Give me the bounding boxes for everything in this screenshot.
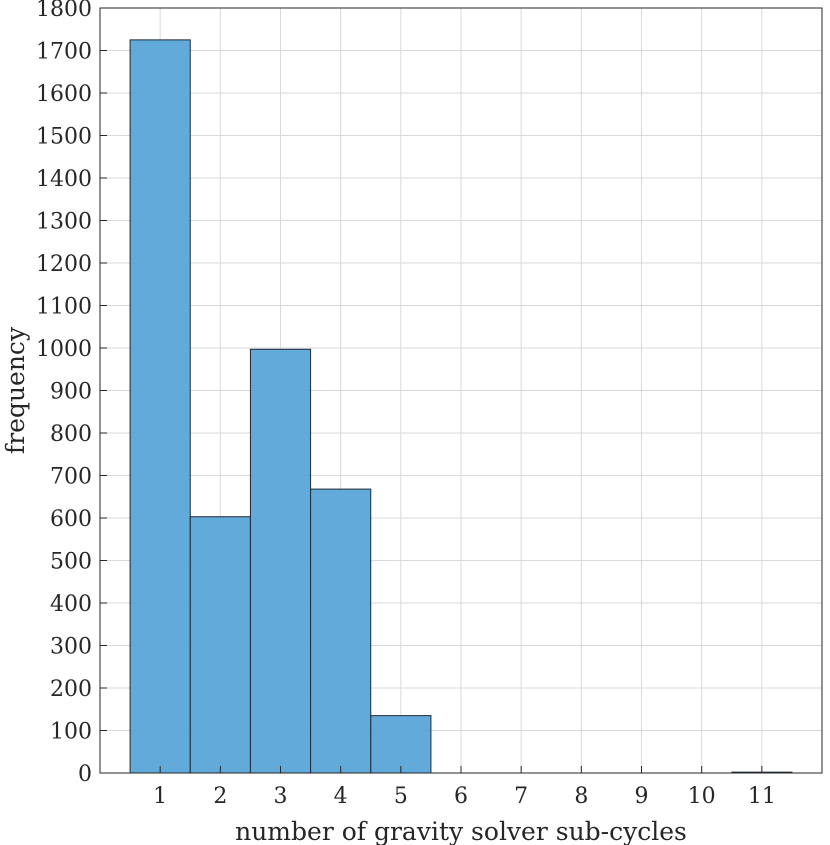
x-tick-label: 7 [514, 784, 528, 809]
bar-3 [249, 348, 312, 774]
x-tick-label: 10 [688, 784, 716, 809]
x-tick-label: 8 [574, 784, 588, 809]
x-tick-label: 11 [748, 784, 776, 809]
x-tick-label: 3 [274, 784, 288, 809]
bar-1 [129, 39, 191, 774]
y-tick-label: 0 [78, 762, 92, 787]
y-tick-label: 1000 [36, 337, 92, 362]
y-tick-label: 500 [50, 550, 92, 575]
x-tick-label: 4 [334, 784, 348, 809]
y-tick-label: 1700 [36, 40, 92, 65]
y-tick-label: 1600 [36, 82, 92, 107]
x-tick-label: 6 [454, 784, 468, 809]
bar-4 [310, 488, 372, 774]
y-tick-label: 400 [50, 592, 92, 617]
y-tick-label: 600 [50, 507, 92, 532]
x-tick-label: 5 [394, 784, 408, 809]
x-axis-ticks: 1 2 3 4 5 6 7 8 9 10 11 [153, 766, 776, 809]
bar-2 [189, 516, 251, 774]
y-tick-label: 1800 [36, 0, 92, 22]
y-tick-label: 1400 [36, 167, 92, 192]
y-tick-label: 200 [50, 677, 92, 702]
x-tick-label: 1 [153, 784, 167, 809]
y-tick-label: 900 [50, 380, 92, 405]
y-tick-label: 1300 [36, 210, 92, 235]
x-axis-label: number of gravity solver sub-cycles [235, 817, 687, 845]
y-axis-label: frequency [1, 326, 30, 454]
y-tick-label: 700 [50, 465, 92, 490]
y-tick-label: 300 [50, 635, 92, 660]
y-tick-label: 1200 [36, 252, 92, 277]
y-tick-label: 100 [50, 720, 92, 745]
y-tick-label: 1500 [36, 125, 92, 150]
y-tick-label: 1100 [36, 295, 92, 320]
x-tick-label: 2 [213, 784, 227, 809]
x-tick-label: 9 [635, 784, 649, 809]
bars [129, 39, 793, 774]
y-axis-ticks: 0 100 200 300 400 500 600 700 800 900 1000 1100 1200… [36, 0, 107, 787]
bar-5 [370, 715, 432, 774]
y-tick-label: 800 [50, 422, 92, 447]
